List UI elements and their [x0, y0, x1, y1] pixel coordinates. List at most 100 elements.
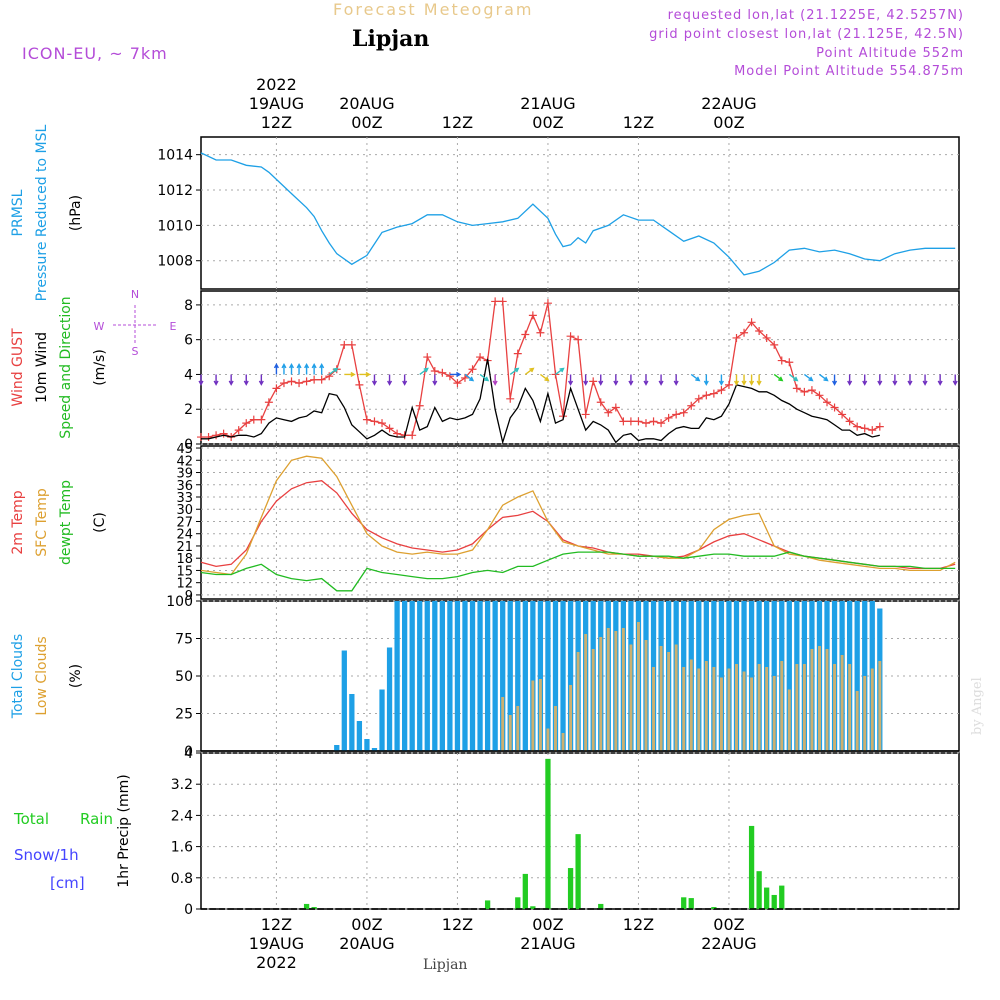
y-axis-label: Total Clouds	[10, 634, 26, 719]
bar-low-clouds	[629, 644, 633, 751]
bar-total-clouds	[530, 601, 536, 751]
bar-low-clouds	[644, 640, 648, 751]
bar-total-clouds	[349, 694, 355, 751]
wind-direction-arrow	[749, 374, 755, 386]
gust-point	[543, 299, 552, 308]
y-tick-label: 45	[176, 442, 193, 457]
gust-point	[649, 417, 658, 426]
wind-direction-arrow	[539, 373, 550, 382]
gust-point	[242, 419, 251, 428]
wind-direction-arrow	[643, 374, 649, 386]
bar-total-clouds	[432, 601, 438, 751]
compass-n: N	[131, 288, 139, 301]
wind-direction-arrow	[741, 374, 747, 386]
gust-point	[747, 318, 756, 327]
gust-point	[325, 372, 334, 381]
wind-direction-arrow	[673, 374, 679, 386]
bar-total-rain	[515, 897, 521, 909]
bar-low-clouds	[576, 652, 580, 751]
gust-point	[264, 398, 273, 407]
y-axis-unit: (%)	[68, 664, 84, 688]
gust-point	[868, 426, 877, 435]
bar-total-clouds	[424, 601, 430, 751]
compass-s: S	[132, 345, 139, 358]
y-tick-label: 9	[185, 589, 193, 604]
bar-total-rain	[756, 871, 762, 909]
bar-total-clouds	[371, 748, 378, 751]
wind-direction-arrow	[952, 374, 958, 386]
bar-low-clouds	[870, 668, 874, 751]
gust-point	[807, 386, 816, 395]
top-time-label: 00Z	[351, 113, 382, 132]
bar-total-rain	[771, 894, 777, 909]
wind-direction-arrow	[703, 374, 709, 386]
bar-total-rain	[575, 834, 581, 909]
gust-point	[445, 372, 454, 381]
gust-point	[815, 391, 824, 400]
wind-direction-arrow	[847, 374, 853, 386]
gust-point	[393, 429, 402, 438]
bar-total-clouds	[334, 745, 340, 751]
bar-low-clouds	[742, 671, 746, 751]
series-line-10m-wind	[201, 358, 880, 445]
wind-direction-arrow	[803, 373, 814, 382]
bar-low-clouds	[637, 622, 640, 751]
y-tick-label: 1010	[157, 218, 193, 234]
top-time-label: 19AUG	[249, 94, 304, 113]
bar-total-clouds	[394, 601, 400, 751]
bar-low-clouds	[727, 668, 731, 751]
wind-direction-arrow	[583, 374, 589, 386]
y-tick-label: 33	[176, 491, 193, 506]
gust-point	[604, 408, 613, 417]
bar-low-clouds	[584, 634, 588, 751]
bar-total-clouds	[409, 601, 415, 751]
gust-point	[498, 297, 507, 306]
bar-total-clouds	[402, 601, 408, 751]
panel-frame	[200, 136, 960, 290]
gust-point	[257, 415, 266, 424]
y-tick-label: 75	[175, 632, 193, 648]
y-tick-label: 4	[184, 746, 193, 762]
gust-point	[302, 377, 311, 386]
bar-low-clouds	[750, 677, 754, 751]
gust-point	[860, 424, 869, 433]
top-time-label: 00Z	[713, 113, 744, 132]
y-tick-label: 0	[184, 744, 193, 760]
bar-low-clouds	[652, 667, 655, 751]
bar-low-clouds	[787, 689, 791, 751]
bar-low-clouds	[840, 655, 844, 751]
y-tick-label: 21	[176, 540, 193, 555]
gust-point	[853, 422, 862, 431]
bottom-time-label: 00Z	[351, 915, 382, 934]
bar-total-rain	[688, 898, 694, 909]
panel-clouds	[196, 600, 960, 752]
gust-point	[724, 380, 733, 389]
bar-total-rain	[681, 897, 687, 909]
bar-low-clouds	[659, 646, 663, 751]
bar-total-rain	[530, 906, 536, 909]
gust-point	[800, 387, 809, 396]
bar-low-clouds	[667, 652, 671, 751]
y-tick-label: 1014	[157, 148, 193, 164]
bar-low-clouds	[765, 667, 769, 751]
gust-point	[755, 326, 764, 335]
bar-low-clouds	[682, 667, 686, 751]
gust-point	[378, 419, 387, 428]
bar-low-clouds	[810, 649, 814, 751]
wind-direction-arrow	[281, 362, 287, 375]
bar-total-clouds	[567, 601, 574, 751]
gust-point	[792, 384, 801, 393]
wind-direction-arrow	[243, 374, 249, 386]
wind-direction-arrow	[733, 374, 740, 386]
bar-total-clouds	[364, 739, 370, 751]
precip-snow-label: Snow/1h	[14, 846, 79, 864]
compass-w: W	[94, 320, 105, 333]
wind-direction-arrow	[228, 374, 234, 386]
gust-point	[581, 410, 590, 419]
bar-low-clouds	[719, 677, 723, 751]
gust-point	[536, 328, 545, 337]
chart-title: Forecast Meteogram	[333, 0, 534, 19]
y-tick-label: 30	[176, 503, 193, 518]
bar-total-clouds	[786, 601, 792, 751]
